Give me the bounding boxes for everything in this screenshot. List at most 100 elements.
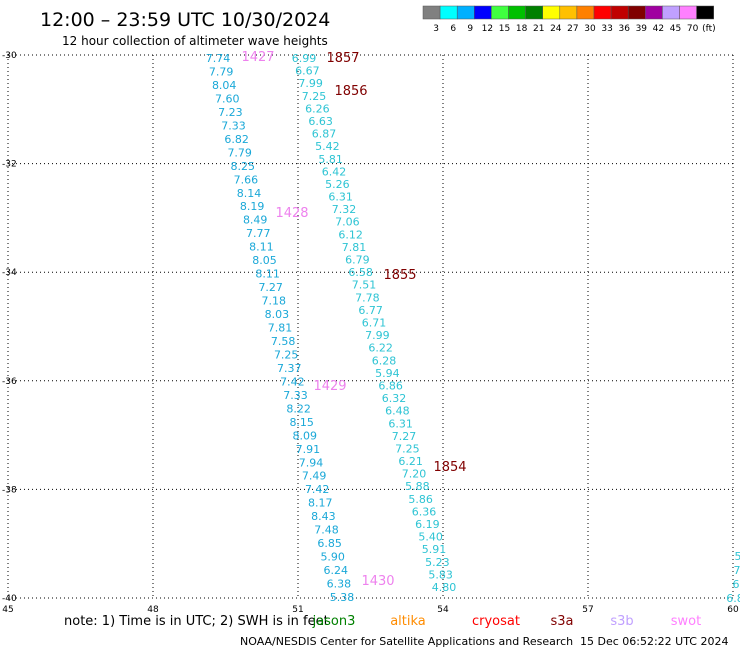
wave-height-value: 5.90 bbox=[320, 551, 345, 564]
longitude-tick-label: 51 bbox=[292, 605, 303, 615]
wave-height-value: 7.91 bbox=[296, 443, 321, 456]
wave-height-value: 7.32 bbox=[332, 203, 357, 216]
wave-height-value: 6.22 bbox=[368, 342, 393, 355]
color-scale-label: 42 bbox=[653, 24, 664, 34]
wave-height-value: 6.87 bbox=[312, 128, 337, 141]
wave-height-value: 8.15 bbox=[289, 416, 314, 429]
color-scale-label: 70 bbox=[687, 24, 699, 34]
wave-height-value: 5.94 bbox=[375, 367, 400, 380]
latitude-tick-label: -36 bbox=[2, 377, 17, 387]
wave-height-value: 5.42 bbox=[315, 140, 340, 153]
wave-height-value: 7.78 bbox=[355, 291, 380, 304]
color-scale-legend: 3 6 9 12 15 18 21 24 27 30 33 36 39 42 45 70 (ft) bbox=[422, 5, 716, 34]
wave-height-value: 7.20 bbox=[402, 468, 427, 481]
wave-height-value: 8.14 bbox=[237, 187, 262, 200]
color-swatch bbox=[662, 5, 680, 20]
color-swatch bbox=[627, 5, 646, 20]
wave-height-value: 6.38 bbox=[327, 578, 352, 591]
wave-height-value: 6.86 bbox=[378, 379, 403, 392]
wave-height-value: 7.99 bbox=[298, 77, 323, 90]
color-scale-label: 18 bbox=[516, 24, 528, 34]
wave-height-value: 6.67 bbox=[295, 65, 320, 78]
wave-height-value: 7.94 bbox=[299, 456, 324, 469]
wave-height-value: 8.22 bbox=[286, 402, 311, 415]
wave-height-value: 8.11 bbox=[255, 268, 280, 281]
wave-height-value: 6.36 bbox=[412, 505, 437, 518]
wave-height-value: 6.77 bbox=[358, 304, 383, 317]
wave-height-value: 7.74 bbox=[206, 52, 231, 65]
satellite-legend-cryosat: cryosat bbox=[472, 614, 520, 629]
latitude-tick-label: -40 bbox=[2, 594, 17, 604]
wave-height-value: 6.31 bbox=[388, 417, 413, 430]
map-title: 12:00 – 23:59 UTC 10/30/2024 bbox=[40, 9, 330, 31]
color-scale-label: 6 bbox=[450, 24, 456, 34]
wave-height-value: 8.17 bbox=[308, 497, 333, 510]
color-swatch bbox=[645, 5, 663, 20]
pass-time-label: 1429 bbox=[313, 379, 346, 394]
color-scale-label: 21 bbox=[533, 24, 544, 34]
satellite-legend-s3a: s3a bbox=[550, 614, 573, 629]
note-text: note: 1) Time is in UTC; 2) SWH is in fe… bbox=[64, 614, 329, 629]
color-scale-label: 45 bbox=[670, 24, 681, 34]
wave-height-value: 7.79 bbox=[209, 65, 234, 78]
color-swatch bbox=[610, 5, 629, 20]
color-swatch bbox=[679, 5, 697, 20]
pass-time-label: 1430 bbox=[361, 574, 394, 589]
wave-height-value: 7.25 bbox=[274, 348, 299, 361]
satellite-legend-altika: altika bbox=[390, 614, 426, 629]
wave-height-value: 6.19 bbox=[415, 518, 440, 531]
wave-height-value: 6.71 bbox=[362, 317, 387, 330]
latitude-tick-label: -30 bbox=[2, 51, 17, 61]
wave-height-value: 6.79 bbox=[345, 254, 370, 267]
pass-time-labels: 1427 1857 1856 1428 1855 1429 1854 1430 bbox=[241, 50, 466, 589]
wave-height-value: 5.40 bbox=[418, 531, 443, 544]
color-swatch bbox=[474, 5, 492, 20]
wave-height-value: 7.60 bbox=[215, 92, 240, 105]
color-swatch bbox=[439, 5, 458, 20]
wave-height-value: 8.19 bbox=[240, 200, 265, 213]
color-scale-label: 39 bbox=[636, 24, 648, 34]
color-scale-label: 9 bbox=[467, 24, 473, 34]
wave-height-value: 6.82 bbox=[224, 133, 249, 146]
wave-height-value: 7.06 bbox=[335, 216, 360, 229]
wave-height-value: 6.42 bbox=[322, 165, 347, 178]
pass-time-label: 1428 bbox=[275, 206, 308, 221]
wave-height-value: 8.09 bbox=[293, 429, 318, 442]
wave-height-value: 5.38 bbox=[330, 591, 355, 604]
pass-time-label: 1855 bbox=[383, 268, 416, 283]
wave-height-value: 8.43 bbox=[311, 510, 336, 523]
footer-timestamp: 15 Dec 06:52:22 UTC 2024 bbox=[580, 635, 728, 648]
wave-height-value: 7.18 bbox=[262, 295, 287, 308]
wave-height-value: 5.91 bbox=[422, 543, 447, 556]
wave-height-value: 7.42 bbox=[305, 483, 330, 496]
wave-height-value: 5.23 bbox=[425, 556, 450, 569]
wave-height-value: 5 bbox=[735, 550, 740, 563]
color-swatch bbox=[456, 5, 475, 20]
satellite-legend-jason3: jason3 bbox=[312, 614, 356, 629]
wave-height-value: 8.03 bbox=[265, 308, 290, 321]
color-swatch bbox=[542, 5, 561, 20]
color-swatch bbox=[491, 5, 509, 20]
latitude-tick-label: -32 bbox=[2, 160, 17, 170]
color-scale-label: 12 bbox=[482, 24, 493, 34]
color-swatch bbox=[593, 5, 612, 20]
longitude-tick-label: 60 bbox=[727, 605, 739, 615]
longitude-tick-label: 57 bbox=[582, 605, 593, 615]
wave-height-value: 7.51 bbox=[352, 279, 377, 292]
wave-height-value: 7.33 bbox=[283, 389, 308, 402]
wave-height-value: 6.26 bbox=[305, 102, 330, 115]
footer-credit: NOAA/NESDIS Center for Satellite Applica… bbox=[240, 635, 573, 648]
wave-height-value: 7.77 bbox=[246, 227, 271, 240]
axis-tick-labels: 45 48 51 54 57 60 -30 -32 -34 -36 -38 -40 bbox=[2, 51, 739, 615]
wave-height-value: 5.86 bbox=[408, 493, 433, 506]
wave-height-value: 6.58 bbox=[348, 266, 373, 279]
color-scale-label: 36 bbox=[618, 24, 630, 34]
wave-height-value: 7.58 bbox=[271, 335, 296, 348]
wave-height-value: 7.25 bbox=[395, 442, 420, 455]
map-grid bbox=[7, 54, 734, 599]
wave-height-value: 6.32 bbox=[382, 392, 407, 405]
wave-height-value: 5.88 bbox=[405, 480, 430, 493]
wave-height-value: 6 bbox=[733, 578, 740, 591]
color-swatch bbox=[559, 5, 578, 20]
